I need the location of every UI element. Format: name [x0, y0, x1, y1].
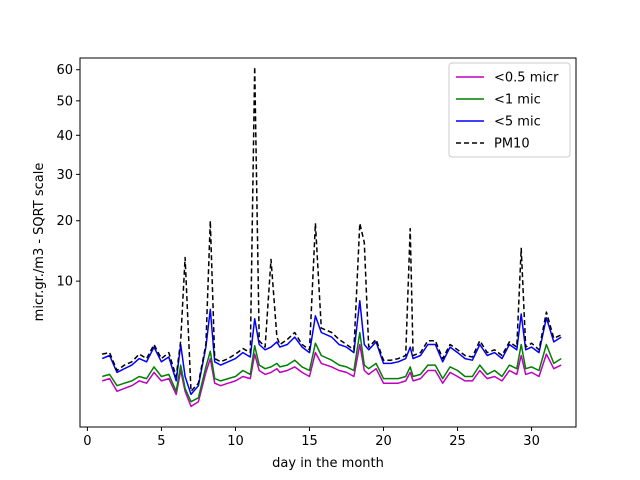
plot-frame — [79, 57, 577, 428]
y-tick-label: 10 — [56, 275, 73, 290]
y-tick-label: 40 — [56, 129, 73, 144]
y-tick-label: 20 — [56, 214, 73, 229]
legend-label: <1 mic — [494, 93, 541, 108]
x-axis-label: day in the month — [272, 456, 384, 471]
x-tick-label: 30 — [523, 434, 540, 449]
x-tick-label: 10 — [227, 434, 244, 449]
x-tick-label: 25 — [449, 434, 466, 449]
series-line-pm10 — [102, 66, 562, 393]
legend: <0.5 micr <1 mic <5 mic PM10 — [448, 62, 571, 158]
y-axis: 10 20 30 40 50 60 — [56, 63, 80, 290]
series-line--5-mic — [101, 299, 562, 396]
x-tick-label: 20 — [375, 434, 392, 449]
x-tick-label: 0 — [83, 434, 91, 449]
legend-box — [448, 62, 571, 158]
y-tick-label: 30 — [56, 168, 73, 183]
x-axis: 0 5 10 15 20 25 30 — [83, 427, 540, 449]
legend-label: PM10 — [494, 137, 530, 152]
series-line--0-5-micr — [101, 343, 562, 408]
plot-lines — [101, 66, 562, 408]
x-tick-label: 5 — [157, 434, 165, 449]
series-line--1-mic — [101, 331, 562, 403]
x-tick-label: 15 — [301, 434, 318, 449]
y-axis-label: micr.gr./m3 - SQRT scale — [32, 163, 47, 322]
legend-label: <5 mic — [494, 115, 541, 130]
y-tick-label: 50 — [56, 94, 73, 109]
legend-label: <0.5 micr — [494, 71, 559, 86]
y-tick-label: 60 — [56, 63, 73, 78]
